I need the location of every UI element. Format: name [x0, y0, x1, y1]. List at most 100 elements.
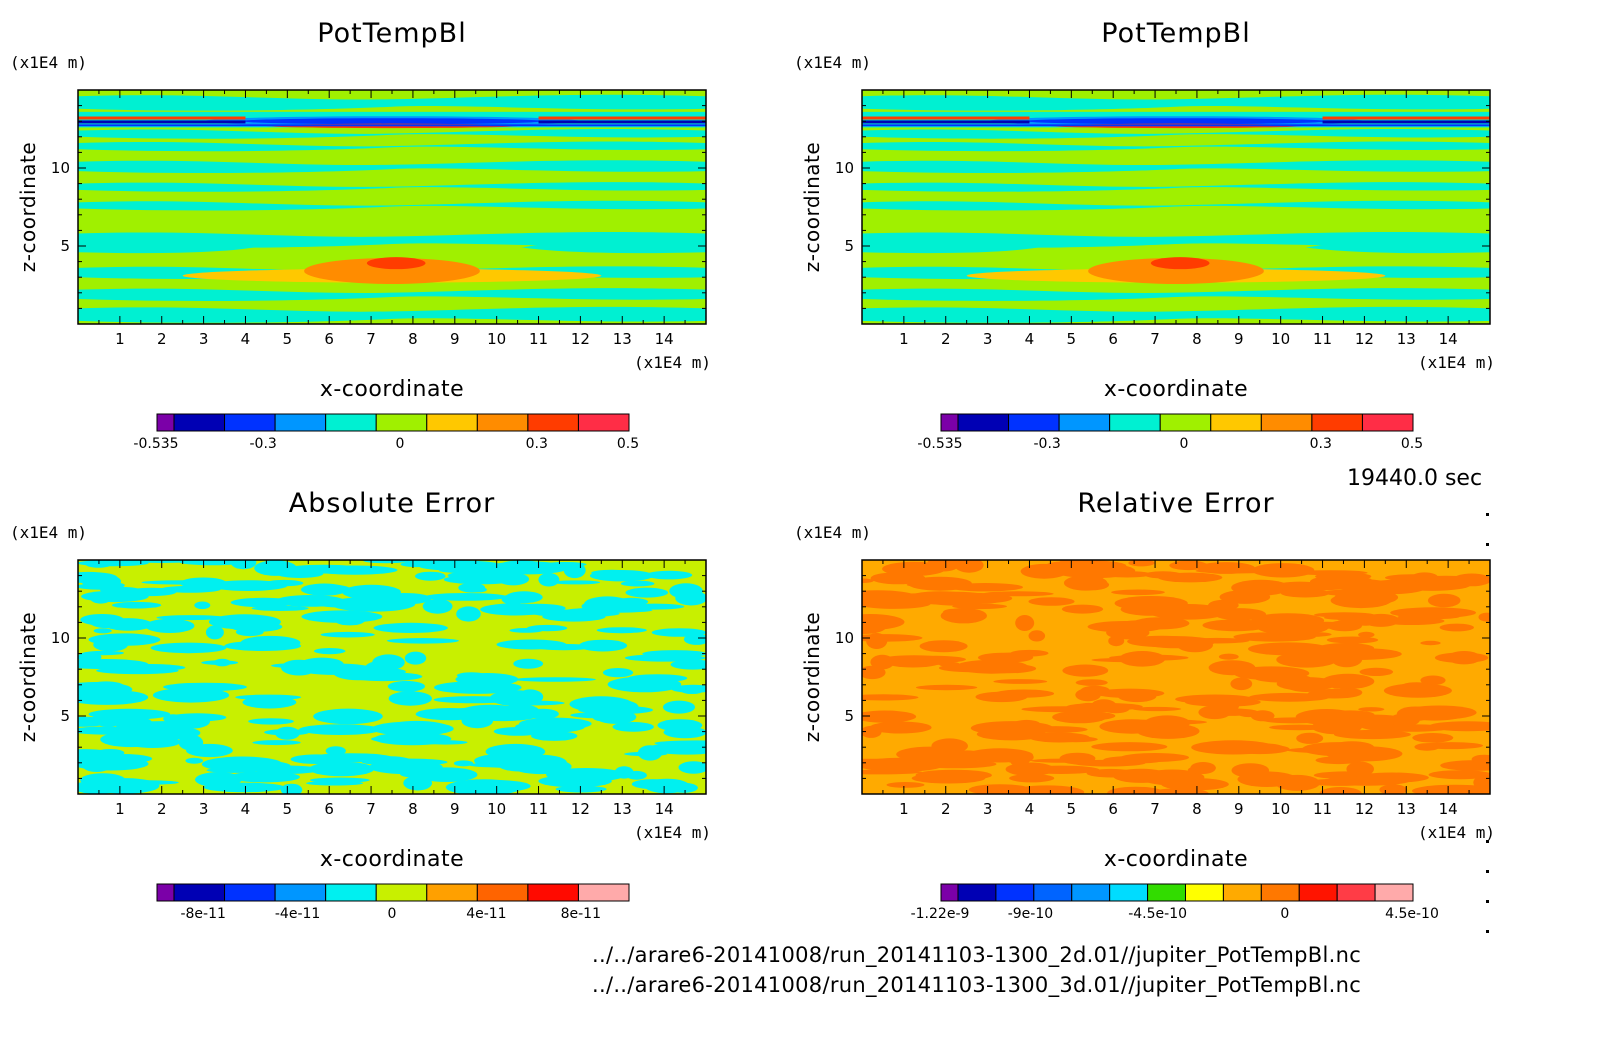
field-blob: [862, 694, 919, 701]
field-blob: [1296, 732, 1324, 744]
x-tick-label: 14: [654, 800, 674, 818]
colorbar-segment: [1159, 413, 1212, 432]
field-blob: [569, 696, 633, 712]
field-blob: [460, 780, 531, 793]
field-blob: [886, 782, 925, 788]
field-band: [78, 160, 706, 174]
field-blob: [911, 773, 986, 784]
field-blob: [1323, 776, 1410, 786]
heatmap-svg: [862, 560, 1490, 794]
field-blob: [415, 571, 446, 581]
field-blob: [1428, 770, 1490, 780]
field-blob: [1280, 588, 1330, 598]
field-blob: [271, 663, 330, 669]
field-blob: [876, 655, 952, 667]
field-blob: [644, 778, 690, 794]
field-blob: [156, 615, 226, 621]
x-tick-label: 11: [1312, 800, 1333, 818]
field-blob: [683, 633, 706, 645]
field-blob: [373, 732, 452, 746]
field-band: [862, 288, 1490, 301]
x-tick-label: 13: [612, 330, 632, 348]
field-blob: [299, 724, 382, 735]
x-unit-label: (x1E4 m): [634, 823, 712, 842]
field-blob: [1379, 784, 1408, 794]
chart-title: PotTempBl: [317, 18, 467, 49]
colorbar-segment: [375, 413, 428, 432]
field-blob: [1323, 589, 1362, 596]
field-blob: [1326, 636, 1379, 644]
field-blob: [625, 587, 669, 598]
y-axis-label: z-coordinate: [800, 611, 824, 743]
field-blob: [1067, 711, 1116, 721]
field-blob: [531, 731, 578, 741]
field-blob: [363, 560, 409, 564]
field-blob: [663, 700, 695, 714]
field-blob: [1149, 788, 1209, 794]
field-blob: [1169, 560, 1208, 571]
field-blob: [387, 680, 425, 692]
field-blob: [1257, 620, 1329, 635]
field-blob: [103, 582, 125, 589]
field-blob: [1439, 623, 1474, 632]
field-blob: [862, 634, 923, 642]
colorbar-segment: [1033, 883, 1073, 902]
field-blob: [1329, 741, 1375, 755]
x-tick-label: 12: [1354, 800, 1374, 818]
field-blob: [570, 712, 629, 719]
field-blob: [947, 583, 1023, 592]
field-blob: [544, 562, 587, 567]
x-tick-label: 3: [982, 330, 993, 348]
field-blob: [251, 605, 309, 611]
field-blob: [976, 727, 1047, 741]
field-blob: [1269, 724, 1329, 731]
plot-border: [861, 559, 1491, 795]
jet-core: [1025, 118, 1327, 125]
field-blob: [1128, 560, 1155, 567]
field-blob: [1075, 688, 1101, 702]
colorbar-segment: [1184, 883, 1224, 902]
colorbar-tick-label: 0: [395, 436, 405, 452]
field-blob: [1378, 617, 1445, 625]
field-blob: [862, 769, 923, 775]
colorbar-tick-label: -0.3: [1033, 436, 1061, 452]
field-blob: [96, 749, 125, 757]
field-blob: [1478, 612, 1490, 622]
field-blob: [1175, 694, 1255, 704]
field-blob: [538, 572, 560, 587]
heatmap-plot: [862, 560, 1490, 794]
field-blob: [301, 583, 348, 596]
field-blob: [208, 614, 281, 630]
field-blob: [1317, 643, 1375, 654]
file-path-2d: ../../arare6-20141008/run_20141103-1300_…: [592, 943, 1362, 967]
colorbar-tick-label: 0: [1179, 436, 1189, 452]
x-tick-label: 8: [408, 330, 418, 348]
warm-anomaly: [366, 257, 426, 270]
plot-border: [77, 89, 707, 325]
x-unit-label: (x1E4 m): [634, 353, 712, 372]
field-blob: [90, 617, 124, 629]
field-blob: [1115, 620, 1166, 631]
colorbar-segment: [476, 413, 529, 432]
field-blob: [1358, 707, 1385, 712]
field-blob: [1248, 692, 1330, 702]
field-blob: [424, 593, 508, 601]
colorbar-segment: [476, 883, 529, 902]
y-tick-label: 10: [50, 159, 70, 177]
field-blob: [388, 691, 432, 706]
field-blob: [1010, 758, 1029, 767]
field-blob: [943, 608, 969, 615]
x-unit-label: (x1E4 m): [1418, 353, 1496, 372]
y-tick-label: 5: [60, 237, 70, 255]
field-blob: [1327, 620, 1362, 632]
x-tick-label: 13: [612, 800, 632, 818]
x-tick-label: 8: [408, 800, 418, 818]
colorbar-segment: [1260, 883, 1300, 902]
field-blob: [301, 610, 383, 623]
field-blob: [513, 658, 544, 669]
x-tick-label: 3: [982, 800, 993, 818]
field-blob: [345, 672, 423, 682]
colorbar-segment: [156, 413, 175, 432]
field-blob: [1229, 744, 1290, 755]
field-blob: [625, 603, 685, 610]
